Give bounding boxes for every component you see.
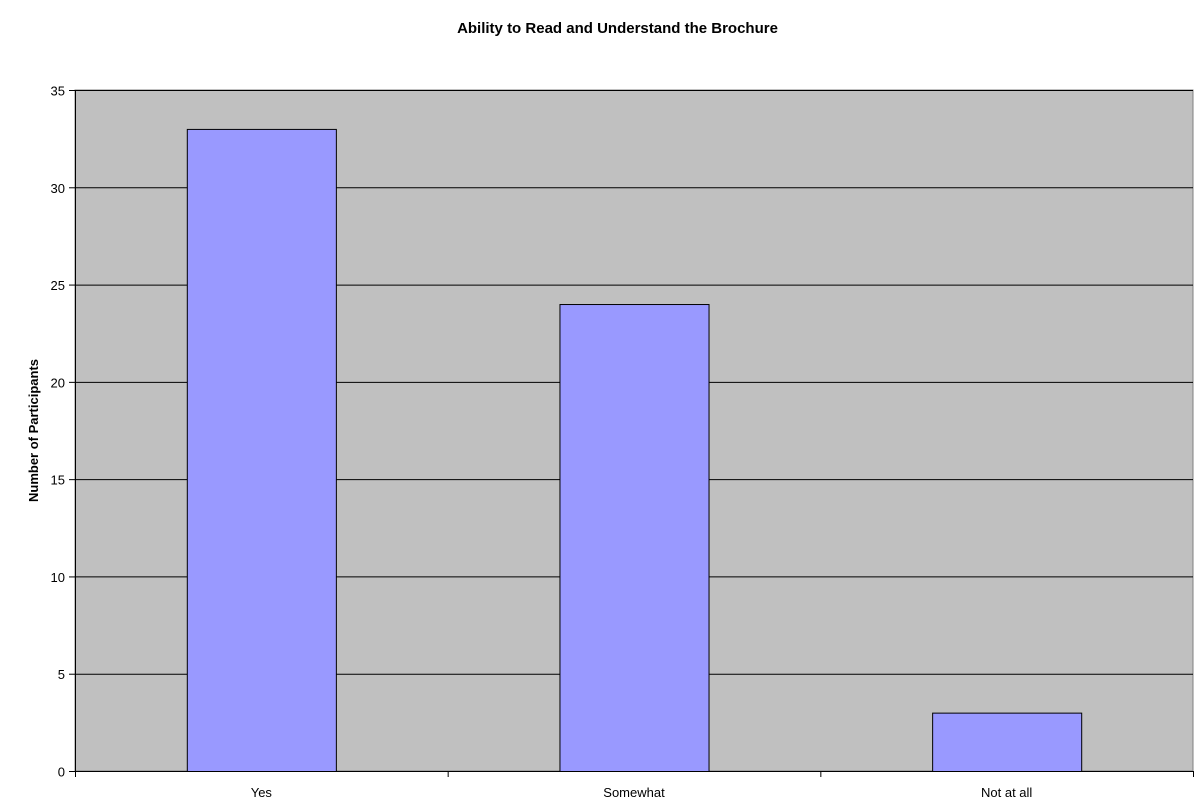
y-tick-label: 35 [51,84,65,99]
x-tick-label: Not at all [981,785,1032,800]
x-tick-label: Yes [251,785,273,800]
bar-yes [186,128,337,772]
x-tick-label: Somewhat [603,785,665,800]
y-tick-label: 15 [51,473,65,488]
y-axis-title: Number of Participants [26,359,41,502]
chart-title: Ability to Read and Understand the Broch… [457,20,778,37]
y-tick-label: 20 [51,375,65,390]
x-tick-labels: Yes Somewhat Not at all [251,785,1033,800]
bar-somewhat [559,304,710,772]
y-tick-label: 30 [51,181,65,196]
axes [69,90,1194,777]
bars [186,128,1083,773]
y-tick-label: 25 [51,278,65,293]
y-tick-labels: 0 5 10 15 20 25 30 35 [51,84,65,780]
y-tick-label: 5 [58,667,65,682]
y-tick-label: 10 [51,570,65,585]
y-tick-label: 0 [58,765,65,780]
bar-not-at-all [932,712,1083,773]
